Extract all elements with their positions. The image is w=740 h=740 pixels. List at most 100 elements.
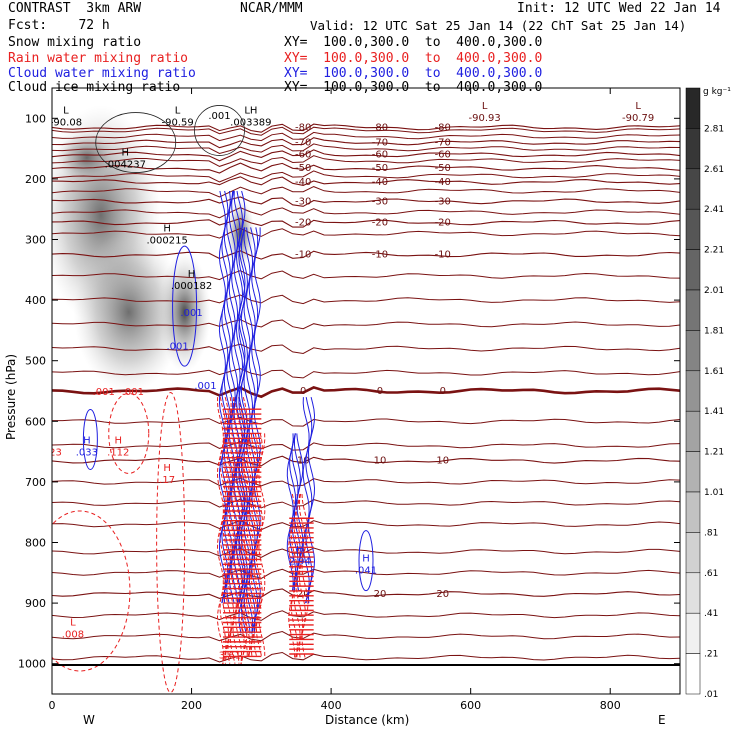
temperature-contour-label: -60 — [295, 150, 311, 161]
colorbar-label: .41 — [704, 609, 718, 619]
temperature-contour-label: 20 — [297, 589, 310, 600]
temperature-contour — [52, 170, 680, 183]
temperature-contour — [52, 149, 680, 162]
extremum-tag: L — [482, 101, 488, 112]
colorbar-segment — [685, 572, 701, 614]
colorbar-segment — [685, 208, 701, 250]
extremum-tag: H — [362, 554, 370, 565]
mixing-ratio-contour — [221, 190, 229, 604]
y-tick-label: 800 — [25, 537, 46, 550]
field-rain-name: Rain water mixing ratio — [8, 51, 189, 66]
temperature-contour-label: -20 — [372, 218, 388, 229]
field-cloudwater-name: Cloud water mixing ratio — [8, 66, 196, 81]
colorbar-segment — [685, 128, 701, 170]
colorbar-label: 2.21 — [704, 246, 724, 256]
field-snow-name: Snow mixing ratio — [8, 35, 142, 50]
extremum-value: .001 — [180, 308, 202, 319]
temperature-contour-label: -40 — [372, 177, 388, 188]
temperature-contour — [52, 498, 680, 509]
colorbar-segment — [685, 87, 701, 129]
extremum-tag: H — [188, 269, 196, 280]
extremum-value: 3.61 — [219, 651, 241, 662]
header-org: NCAR/MMM — [240, 1, 303, 16]
x-axis-label: Distance (km) — [325, 713, 409, 727]
colorbar-label: 1.21 — [704, 448, 724, 458]
extremum-value: -90.93 — [468, 113, 500, 124]
temperature-contour — [52, 143, 680, 155]
temperature-contour-label: -40 — [295, 177, 311, 188]
mixing-ratio-contour — [307, 396, 316, 604]
extremum-value: .112 — [107, 448, 129, 459]
extremum-value: .000215 — [146, 235, 187, 246]
temperature-contour — [52, 218, 680, 228]
mixing-ratio-contour — [291, 433, 299, 592]
temperature-contour — [52, 176, 680, 186]
extremum-value: .008 — [62, 629, 84, 640]
x-tick-label: 0 — [49, 699, 56, 712]
temperature-contour — [52, 270, 680, 281]
temperature-contour — [52, 319, 680, 330]
temperature-contour-label: -80 — [435, 122, 451, 133]
field-snow-xy: XY= 100.0,300.0 to 400.0,300.0 — [284, 35, 543, 50]
colorbar-segment — [685, 451, 701, 493]
extremum-tag: H — [296, 545, 304, 556]
y-axis-label: Pressure (hPa) — [4, 354, 18, 440]
extremum-value: .17 — [159, 475, 175, 486]
temperature-contour-label: -50 — [435, 163, 451, 174]
snow-shading — [52, 105, 255, 393]
temperature-contour — [52, 343, 680, 355]
extremum-tag: H — [83, 436, 91, 447]
temperature-contour-label: 10 — [436, 456, 449, 467]
header-title: CONTRAST 3km ARW — [8, 1, 142, 16]
rain-water-contour — [108, 392, 150, 474]
temperature-contour — [52, 123, 680, 133]
extremum-value: -90.08 — [50, 117, 82, 128]
y-tick-label: 100 — [25, 112, 46, 125]
temperature-contour-label: -20 — [435, 218, 451, 229]
temperature-contour-label: 0 — [377, 386, 383, 397]
extremum-value: 2.94 — [289, 557, 311, 568]
field-cloudwater-xy: XY= 100.0,300.0 to 400.0,300.0 — [284, 66, 543, 81]
y-tick-label: 300 — [25, 234, 46, 247]
extremum-value: .001 -.001 — [93, 387, 144, 398]
y-tick-label: 900 — [25, 597, 46, 610]
extremum-tag: L — [635, 101, 641, 112]
temperature-contour-label: -30 — [372, 196, 388, 207]
extremum-tag: H — [122, 148, 130, 159]
temperature-contour — [52, 588, 680, 599]
mixing-ratio-contour — [302, 397, 310, 604]
mixing-ratio-contour — [222, 396, 230, 664]
x-tick-label: 400 — [321, 699, 342, 712]
extremum-value: .001 — [208, 111, 230, 122]
colorbar-segment — [685, 330, 701, 372]
colorbar-segment — [685, 612, 701, 654]
temperature-contour-label: -70 — [435, 138, 451, 149]
extremum-tag: L — [70, 617, 76, 628]
cloud-water-contour — [358, 530, 374, 592]
extremum-tag: L — [63, 105, 69, 116]
x-tick-label: 200 — [181, 699, 202, 712]
temperature-contour-label: -10 — [435, 250, 451, 261]
header-fcst: Fcst: 72 h — [8, 18, 110, 33]
temperature-contour-label: 20 — [436, 589, 449, 600]
extremum-value: -90.79 — [622, 113, 654, 124]
colorbar-label: 2.41 — [704, 205, 724, 215]
extrema-labels: L-90.08L-90.59LH.003389.001L-90.93L-90.7… — [50, 101, 654, 662]
cloud-water-contour — [172, 245, 198, 367]
mixing-ratio-contour — [223, 190, 231, 604]
rain-water-contour — [52, 510, 131, 672]
temperature-contour-label: -70 — [295, 138, 311, 149]
temperature-contour — [52, 250, 680, 260]
mixing-ratio-contour — [235, 190, 244, 604]
mixing-ratio-contour — [253, 227, 261, 634]
colorbar-label: 1.41 — [704, 407, 724, 417]
x-tick-label: 800 — [600, 699, 621, 712]
mixing-ratio-contour — [286, 433, 294, 592]
extremum-value: .003389 — [230, 117, 271, 128]
extremum-tag: H — [163, 463, 171, 474]
colorbar-label: 2.81 — [704, 124, 724, 134]
colorbar-segment — [685, 532, 701, 574]
y-tick-label: 700 — [25, 476, 46, 489]
mixing-ratio-contour — [251, 227, 259, 634]
